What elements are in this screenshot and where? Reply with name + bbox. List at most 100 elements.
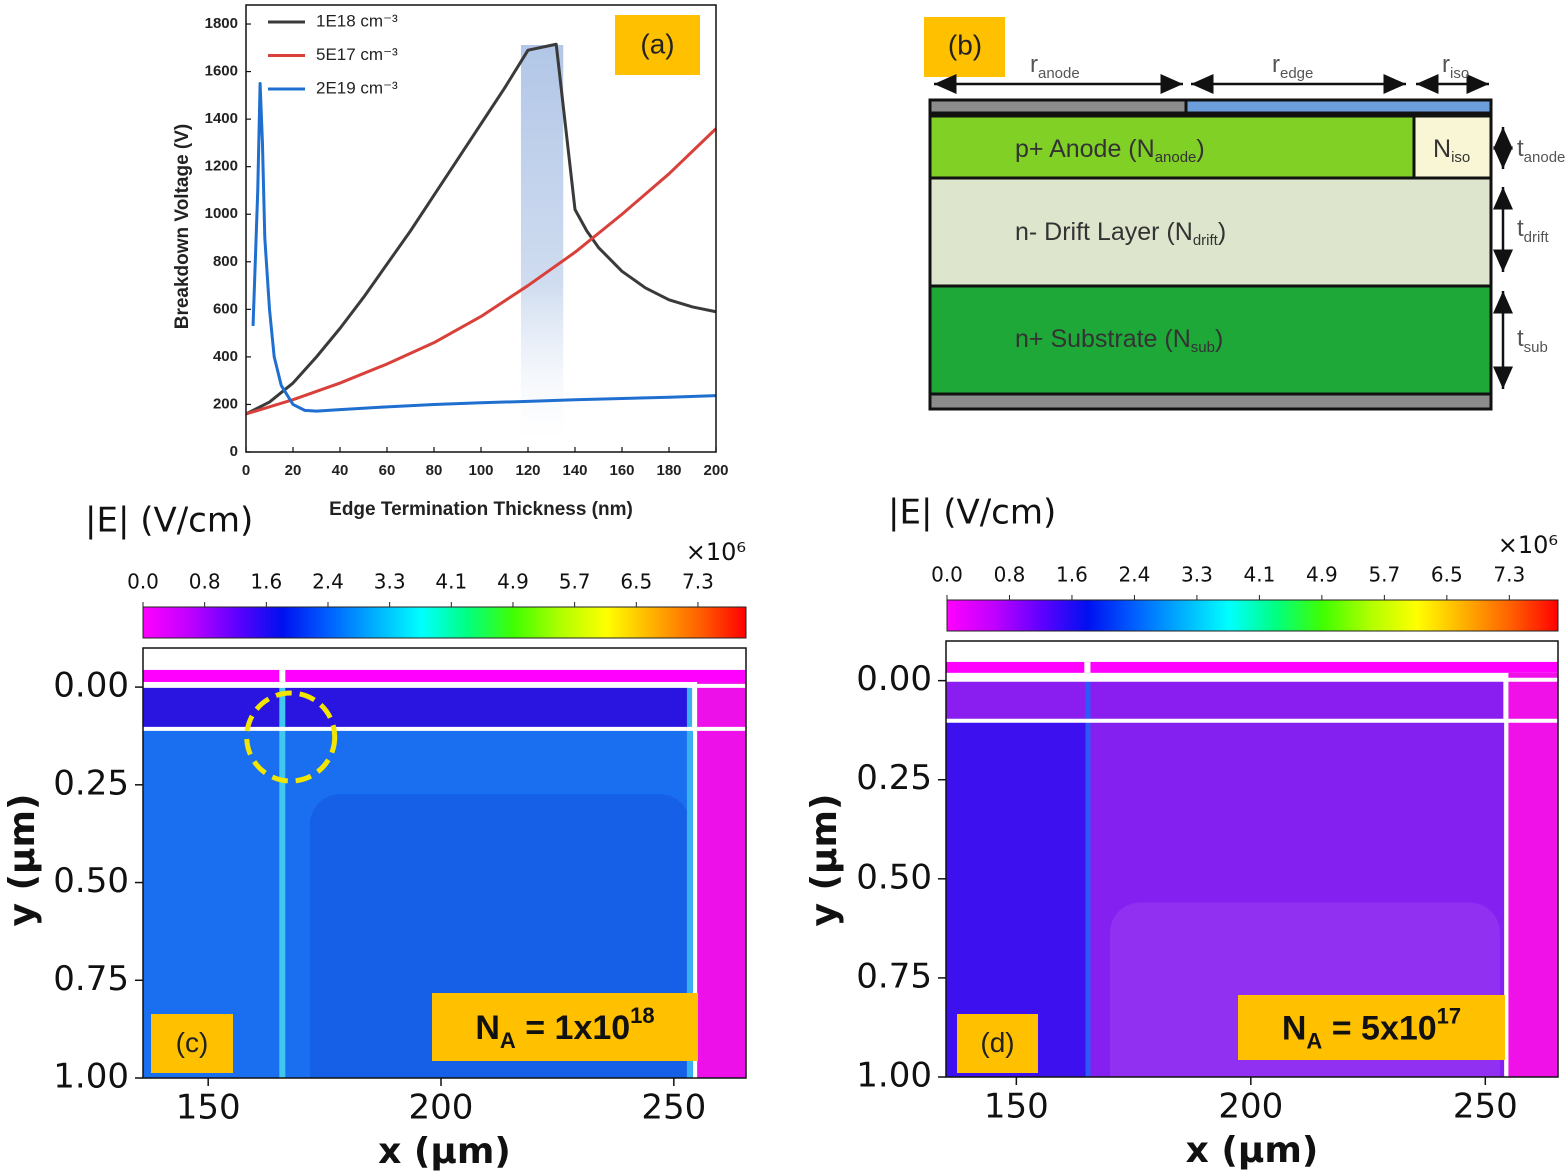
panel-label: (b) [948,29,982,60]
x-tick-label: 150 [176,1088,241,1128]
subscript: iso [1451,149,1470,166]
y-tick-label: 0.75 [856,956,932,996]
colorbar-tick-label: 0.8 [189,570,221,594]
y-axis-label: y (μm) [2,794,43,927]
subscript: drift [1524,229,1550,246]
x-tick-label: 160 [609,462,634,479]
cathode-contact [928,98,1188,115]
colorbar-tick-label: 0.0 [931,563,963,587]
symbol: r [1272,51,1280,78]
colorbar-tick-label: 6.5 [1431,563,1463,587]
colorbar-multiplier: ×10⁶ [686,538,746,566]
colorbar-tick-label: 0.0 [127,570,159,594]
field-region [946,661,1085,673]
thickness-label: tsub [1517,325,1548,356]
x-tick-label: 180 [656,462,681,479]
x-tick-label: 80 [426,462,443,479]
symbol: t [1517,215,1524,242]
y-tick-label: 1.00 [856,1056,932,1096]
dimension-label: ranode [1030,51,1080,82]
y-tick-label: 1200 [205,158,238,175]
y-tick-label: 0.00 [856,659,932,699]
colorbar-tick-label: 5.7 [1368,563,1400,587]
layer-suffix: ) [1215,325,1223,353]
colorbar-tick-label: 3.3 [1181,563,1213,587]
legend-label: 2E19 cm⁻³ [316,78,398,97]
field-region [1090,661,1558,673]
layer-label: p+ Anode (Nanode) [1015,135,1205,167]
panel-label: (c) [176,1027,209,1058]
annotation-superscript: 17 [1437,1004,1461,1029]
field-region [1508,672,1558,1077]
annotation-symbol: N [475,1009,500,1047]
x-tick-label: 250 [641,1088,706,1128]
colorbar-tick-label: 6.5 [620,570,652,594]
field-region [143,686,693,729]
y-tick-label: 1000 [205,205,238,222]
panel-label: (d) [980,1027,1014,1058]
series-line [245,42,717,416]
colorbar-tick-label: 7.3 [1493,563,1525,587]
iso-label: Niso [1433,135,1470,167]
x-axis-label: Edge Termination Thickness (nm) [329,499,633,520]
panel-label-box [151,1014,233,1073]
field-region [143,669,280,682]
field-region [310,794,690,1078]
layer-text: p+ Anode (N [1015,135,1155,163]
layer-label: n- Drift Layer (Ndrift) [1015,218,1226,250]
colorbar-label: |E| (V/cm) [85,501,253,541]
field-region [946,679,1505,721]
x-tick-label: 60 [379,462,396,479]
colorbar-tick-label: 1.6 [1056,563,1088,587]
y-tick-label: 800 [213,253,238,270]
x-axis-label: x (μm) [1186,1130,1319,1171]
annotation: NA = 1x1018 [475,1003,654,1053]
annotation-box [432,993,698,1061]
colorbar-tick-label: 4.1 [1243,563,1275,587]
annotation-superscript: 18 [630,1003,654,1028]
panel-label-box [615,15,700,75]
subscript: anode [1524,149,1566,166]
series-line [251,81,717,413]
field-region [1085,679,1091,1077]
layer-suffix: ) [1218,218,1226,246]
colorbar [946,599,1559,632]
annotation: NA = 5x1017 [1282,1004,1461,1054]
subscript: anode [1038,65,1080,82]
subscript: drift [1193,232,1219,249]
colorbar-tick-label: 4.9 [497,570,529,594]
x-tick-label: 250 [1453,1087,1518,1127]
symbol: t [1517,325,1524,352]
symbol: r [1030,51,1038,78]
iso-region [1412,114,1493,180]
field-region [697,681,746,1078]
layer-text: n+ Substrate (N [1015,325,1191,353]
y-tick-label: 1800 [205,15,238,32]
y-tick-label: 400 [213,348,238,365]
highlight-band [520,45,564,442]
x-axis-label: x (μm) [378,1131,511,1172]
thickness-label: tanode [1517,135,1565,166]
device-diagram: (b) ranode redge riso p+ Anode (Nanode) … [924,17,1565,411]
x-tick-label: 200 [703,462,728,479]
colorbar-multiplier: ×10⁶ [1498,531,1558,559]
symbol: r [1442,51,1450,78]
annotation-subscript: A [500,1028,516,1053]
layer-suffix: ) [1196,135,1204,163]
passivation [1184,98,1493,115]
field-region [686,686,693,1078]
panel-label-box [957,1014,1038,1073]
subscript: edge [1280,65,1313,82]
symbol: N [1433,135,1451,163]
y-tick-label: 0.75 [53,959,129,999]
y-tick-label: 0.50 [856,857,932,897]
field-region [285,669,746,682]
colorbar-tick-label: 7.3 [682,570,714,594]
highlight-circle [244,690,338,784]
colorbar-tick-label: 5.7 [559,570,591,594]
thickness-label: tdrift [1517,215,1550,246]
annotation-subscript: A [1306,1029,1322,1054]
x-tick-label: 20 [285,462,302,479]
dimension-label: redge [1272,51,1313,82]
